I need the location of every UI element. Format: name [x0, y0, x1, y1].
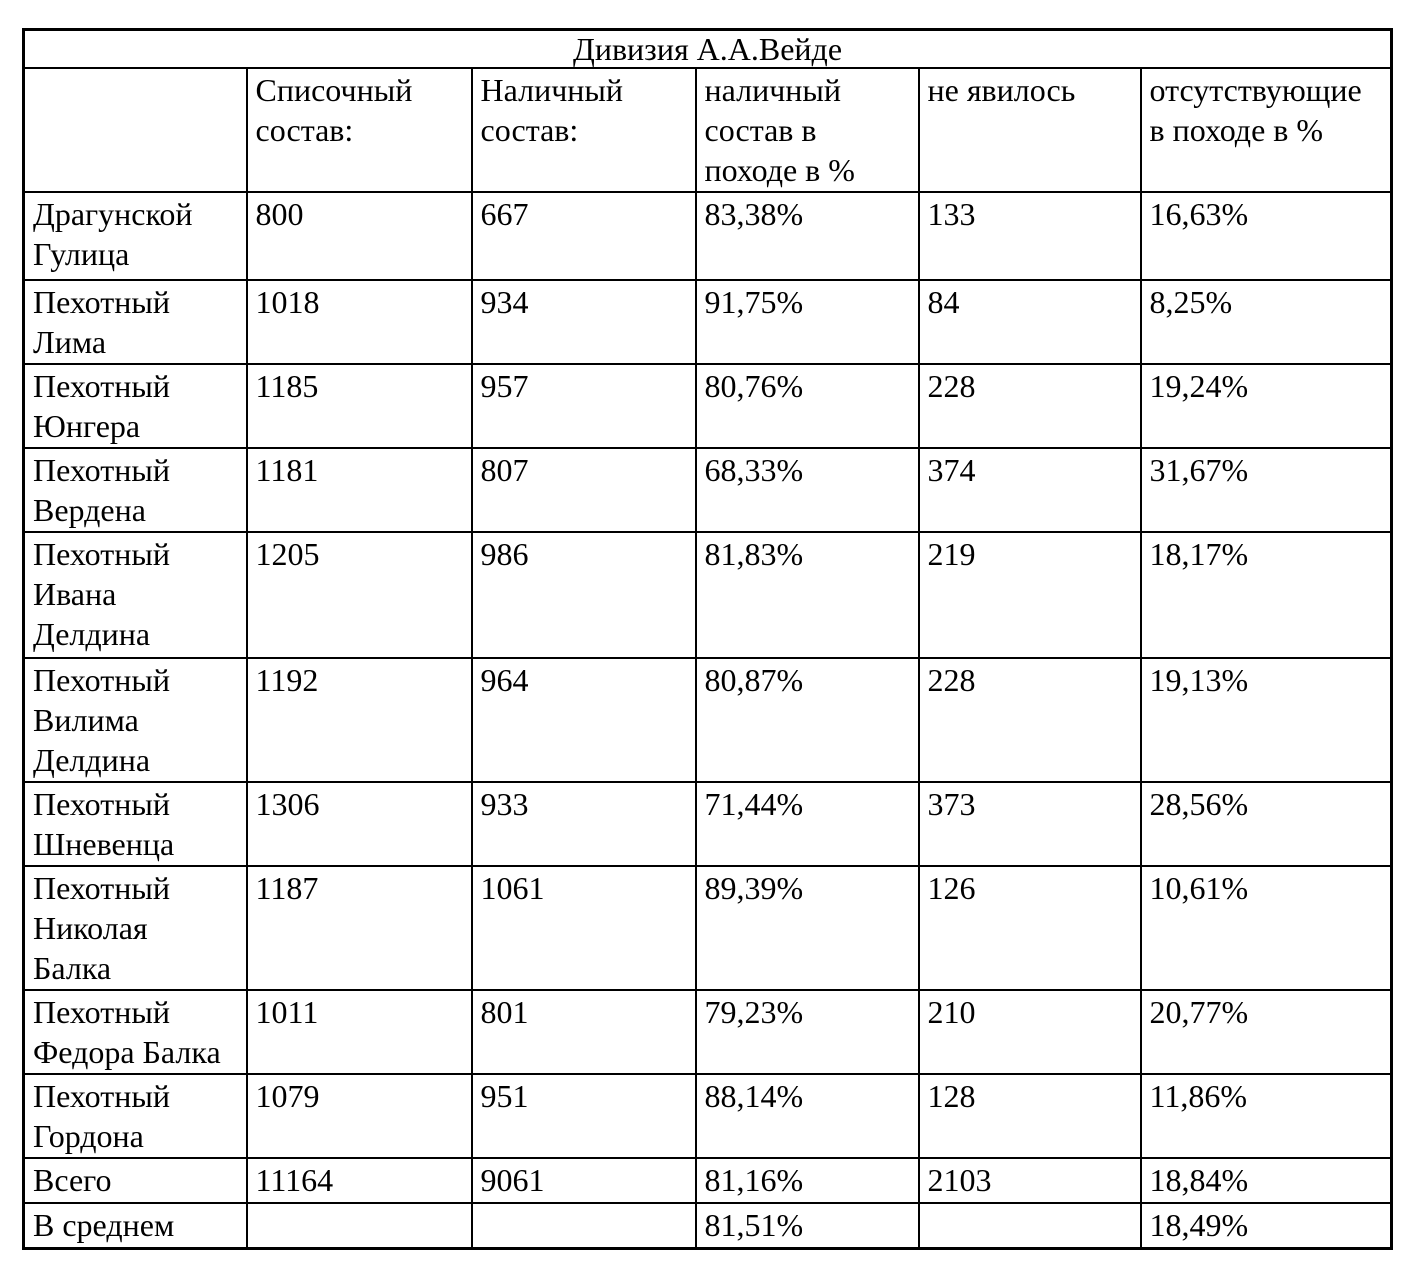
present-percent-value: 81,16% — [694, 1157, 920, 1204]
header-list-strength: Списочный состав: — [245, 67, 473, 193]
absent-percent-value: 31,67% — [1139, 447, 1393, 533]
average-row: В среднем 81,51% 18,49% — [22, 1202, 1393, 1250]
present-strength-value: 801 — [470, 989, 697, 1075]
not-appeared-value: 126 — [917, 865, 1142, 991]
present-percent-value: 81,83% — [694, 531, 920, 659]
header-present-strength: Наличный состав: — [470, 67, 697, 193]
regiment-name: Пехотный Ивана Делдина — [22, 531, 248, 659]
header-absent-percent: отсутствующие в походе в % — [1139, 67, 1393, 193]
header-row: Списочный состав: Наличный состав: налич… — [22, 67, 1393, 193]
regiment-name: Пехотный Николая Балка — [22, 865, 248, 991]
list-strength-value — [245, 1202, 473, 1250]
title-row: Дивизия А.А.Вейде — [22, 28, 1393, 69]
present-strength-value: 667 — [470, 191, 697, 281]
absent-percent-value: 20,77% — [1139, 989, 1393, 1075]
not-appeared-value: 228 — [917, 363, 1142, 449]
list-strength-value: 1187 — [245, 865, 473, 991]
list-strength-value: 1192 — [245, 657, 473, 783]
not-appeared-value: 2103 — [917, 1157, 1142, 1204]
present-strength-value: 964 — [470, 657, 697, 783]
present-percent-value: 80,76% — [694, 363, 920, 449]
absent-percent-value: 18,84% — [1139, 1157, 1393, 1204]
list-strength-value: 1185 — [245, 363, 473, 449]
present-strength-value: 951 — [470, 1073, 697, 1159]
not-appeared-value: 128 — [917, 1073, 1142, 1159]
table-row: Пехотный Вердена 1181 807 68,33% 374 31,… — [22, 447, 1393, 533]
absent-percent-value: 28,56% — [1139, 781, 1393, 867]
present-strength-value: 1061 — [470, 865, 697, 991]
not-appeared-value: 219 — [917, 531, 1142, 659]
table-title: Дивизия А.А.Вейде — [22, 28, 1393, 69]
present-percent-value: 88,14% — [694, 1073, 920, 1159]
regiment-name: В среднем — [22, 1202, 248, 1250]
not-appeared-value: 374 — [917, 447, 1142, 533]
present-strength-value: 807 — [470, 447, 697, 533]
table-row: Пехотный Ивана Делдина 1205 986 81,83% 2… — [22, 531, 1393, 659]
not-appeared-value: 228 — [917, 657, 1142, 783]
present-percent-value: 79,23% — [694, 989, 920, 1075]
list-strength-value: 1181 — [245, 447, 473, 533]
table-row: Пехотный Лима 1018 934 91,75% 84 8,25% — [22, 279, 1393, 365]
header-not-appeared: не явилось — [917, 67, 1142, 193]
not-appeared-value: 373 — [917, 781, 1142, 867]
regiment-name: Драгунской Гулица — [22, 191, 248, 281]
not-appeared-value: 84 — [917, 279, 1142, 365]
regiment-name: Пехотный Гордона — [22, 1073, 248, 1159]
regiment-name: Пехотный Вердена — [22, 447, 248, 533]
present-strength-value: 986 — [470, 531, 697, 659]
absent-percent-value: 19,13% — [1139, 657, 1393, 783]
absent-percent-value: 10,61% — [1139, 865, 1393, 991]
list-strength-value: 1011 — [245, 989, 473, 1075]
totals-row: Всего 11164 9061 81,16% 2103 18,84% — [22, 1157, 1393, 1204]
not-appeared-value: 133 — [917, 191, 1142, 281]
present-strength-value: 933 — [470, 781, 697, 867]
table-row: Пехотный Федора Балка 1011 801 79,23% 21… — [22, 989, 1393, 1075]
regiment-name: Пехотный Юнгера — [22, 363, 248, 449]
present-percent-value: 71,44% — [694, 781, 920, 867]
regiment-name: Пехотный Лима — [22, 279, 248, 365]
list-strength-value: 1306 — [245, 781, 473, 867]
present-percent-value: 81,51% — [694, 1202, 920, 1250]
table-row: Пехотный Вилима Делдина 1192 964 80,87% … — [22, 657, 1393, 783]
present-percent-value: 80,87% — [694, 657, 920, 783]
list-strength-value: 1079 — [245, 1073, 473, 1159]
list-strength-value: 800 — [245, 191, 473, 281]
present-percent-value: 68,33% — [694, 447, 920, 533]
table-row: Пехотный Николая Балка 1187 1061 89,39% … — [22, 865, 1393, 991]
present-percent-value: 89,39% — [694, 865, 920, 991]
list-strength-value: 1205 — [245, 531, 473, 659]
present-strength-value: 934 — [470, 279, 697, 365]
present-strength-value: 957 — [470, 363, 697, 449]
not-appeared-value: 210 — [917, 989, 1142, 1075]
table-row: Пехотный Шневенца 1306 933 71,44% 373 28… — [22, 781, 1393, 867]
table-row: Драгунской Гулица 800 667 83,38% 133 16,… — [22, 191, 1393, 281]
present-strength-value: 9061 — [470, 1157, 697, 1204]
regiment-name: Всего — [22, 1157, 248, 1204]
table-row: Пехотный Гордона 1079 951 88,14% 128 11,… — [22, 1073, 1393, 1159]
present-percent-value: 83,38% — [694, 191, 920, 281]
regiment-name: Пехотный Федора Балка — [22, 989, 248, 1075]
list-strength-value: 1018 — [245, 279, 473, 365]
absent-percent-value: 18,49% — [1139, 1202, 1393, 1250]
absent-percent-value: 11,86% — [1139, 1073, 1393, 1159]
division-strength-table: Дивизия А.А.Вейде Списочный состав: Нали… — [22, 28, 1394, 1250]
not-appeared-value — [917, 1202, 1142, 1250]
absent-percent-value: 16,63% — [1139, 191, 1393, 281]
list-strength-value: 11164 — [245, 1157, 473, 1204]
absent-percent-value: 19,24% — [1139, 363, 1393, 449]
absent-percent-value: 18,17% — [1139, 531, 1393, 659]
present-percent-value: 91,75% — [694, 279, 920, 365]
regiment-name: Пехотный Шневенца — [22, 781, 248, 867]
header-regiment — [22, 67, 248, 193]
present-strength-value — [470, 1202, 697, 1250]
header-present-percent: наличный состав в походе в % — [694, 67, 920, 193]
table-row: Пехотный Юнгера 1185 957 80,76% 228 19,2… — [22, 363, 1393, 449]
absent-percent-value: 8,25% — [1139, 279, 1393, 365]
regiment-name: Пехотный Вилима Делдина — [22, 657, 248, 783]
